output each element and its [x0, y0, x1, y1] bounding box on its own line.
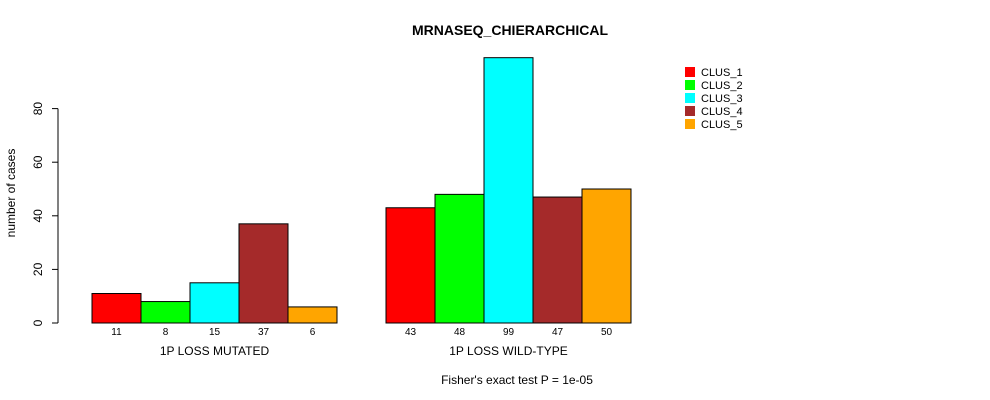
- legend-label-clus-5: CLUS_5: [701, 119, 743, 131]
- bar-count-label: 8: [163, 327, 169, 338]
- bar-count-label: 48: [454, 327, 466, 338]
- bar-count-label: 37: [258, 327, 270, 338]
- bar-count-label: 99: [503, 327, 515, 338]
- legend-label-clus-2: CLUS_2: [701, 80, 743, 92]
- bar-clus-4-1: [238, 223, 289, 324]
- legend-label-clus-3: CLUS_3: [701, 93, 743, 105]
- bar-count-label: 47: [552, 327, 564, 338]
- bar-clus-2-2: [434, 193, 485, 324]
- y-axis-label: number of cases: [4, 149, 18, 238]
- y-tick-label: 60: [31, 155, 45, 169]
- legend-swatch-clus-2: [685, 80, 695, 90]
- group-label-1: 1P LOSS MUTATED: [160, 344, 270, 358]
- bar-count-label: 11: [111, 327, 122, 338]
- bar-clus-5-2: [581, 188, 632, 324]
- group-label-2: 1P LOSS WILD-TYPE: [449, 344, 567, 358]
- bar-clus-1-2: [385, 207, 436, 324]
- bar-clus-2-1: [140, 301, 191, 324]
- bar-clus-4-2: [532, 196, 583, 324]
- y-tick-label: 20: [31, 262, 45, 276]
- y-tick-label: 40: [31, 209, 45, 223]
- legend-swatch-clus-5: [685, 119, 695, 129]
- bar-clus-1-1: [91, 293, 142, 324]
- bars: [91, 57, 632, 324]
- legend-label-clus-4: CLUS_4: [701, 106, 743, 118]
- y-tick-label: 80: [31, 102, 45, 116]
- legend-swatch-clus-4: [685, 106, 695, 116]
- legend-swatch-clus-3: [685, 93, 695, 103]
- bar-clus-3-1: [189, 282, 240, 324]
- fisher-test-note: Fisher's exact test P = 1e-05: [441, 373, 593, 387]
- chart-title: MRNASEQ_CHIERARCHICAL: [412, 22, 608, 38]
- bar-count-label: 6: [310, 327, 316, 338]
- bar-count-label: 43: [405, 327, 417, 338]
- y-tick-label: 0: [31, 319, 45, 326]
- legend-label-clus-1: CLUS_1: [701, 67, 743, 79]
- bar-clus-5-1: [287, 306, 338, 324]
- legend-swatch-clus-1: [685, 67, 695, 77]
- bar-count-label: 15: [209, 327, 221, 338]
- bar-value-labels: 11 8 15 37 6 43 48 99 47 50: [111, 327, 612, 338]
- bar-clus-3-2: [483, 57, 534, 324]
- y-axis: 0 20 40 60 80: [31, 102, 59, 326]
- bar-count-label: 50: [601, 327, 613, 338]
- group-labels: 1P LOSS MUTATED 1P LOSS WILD-TYPE: [160, 344, 568, 358]
